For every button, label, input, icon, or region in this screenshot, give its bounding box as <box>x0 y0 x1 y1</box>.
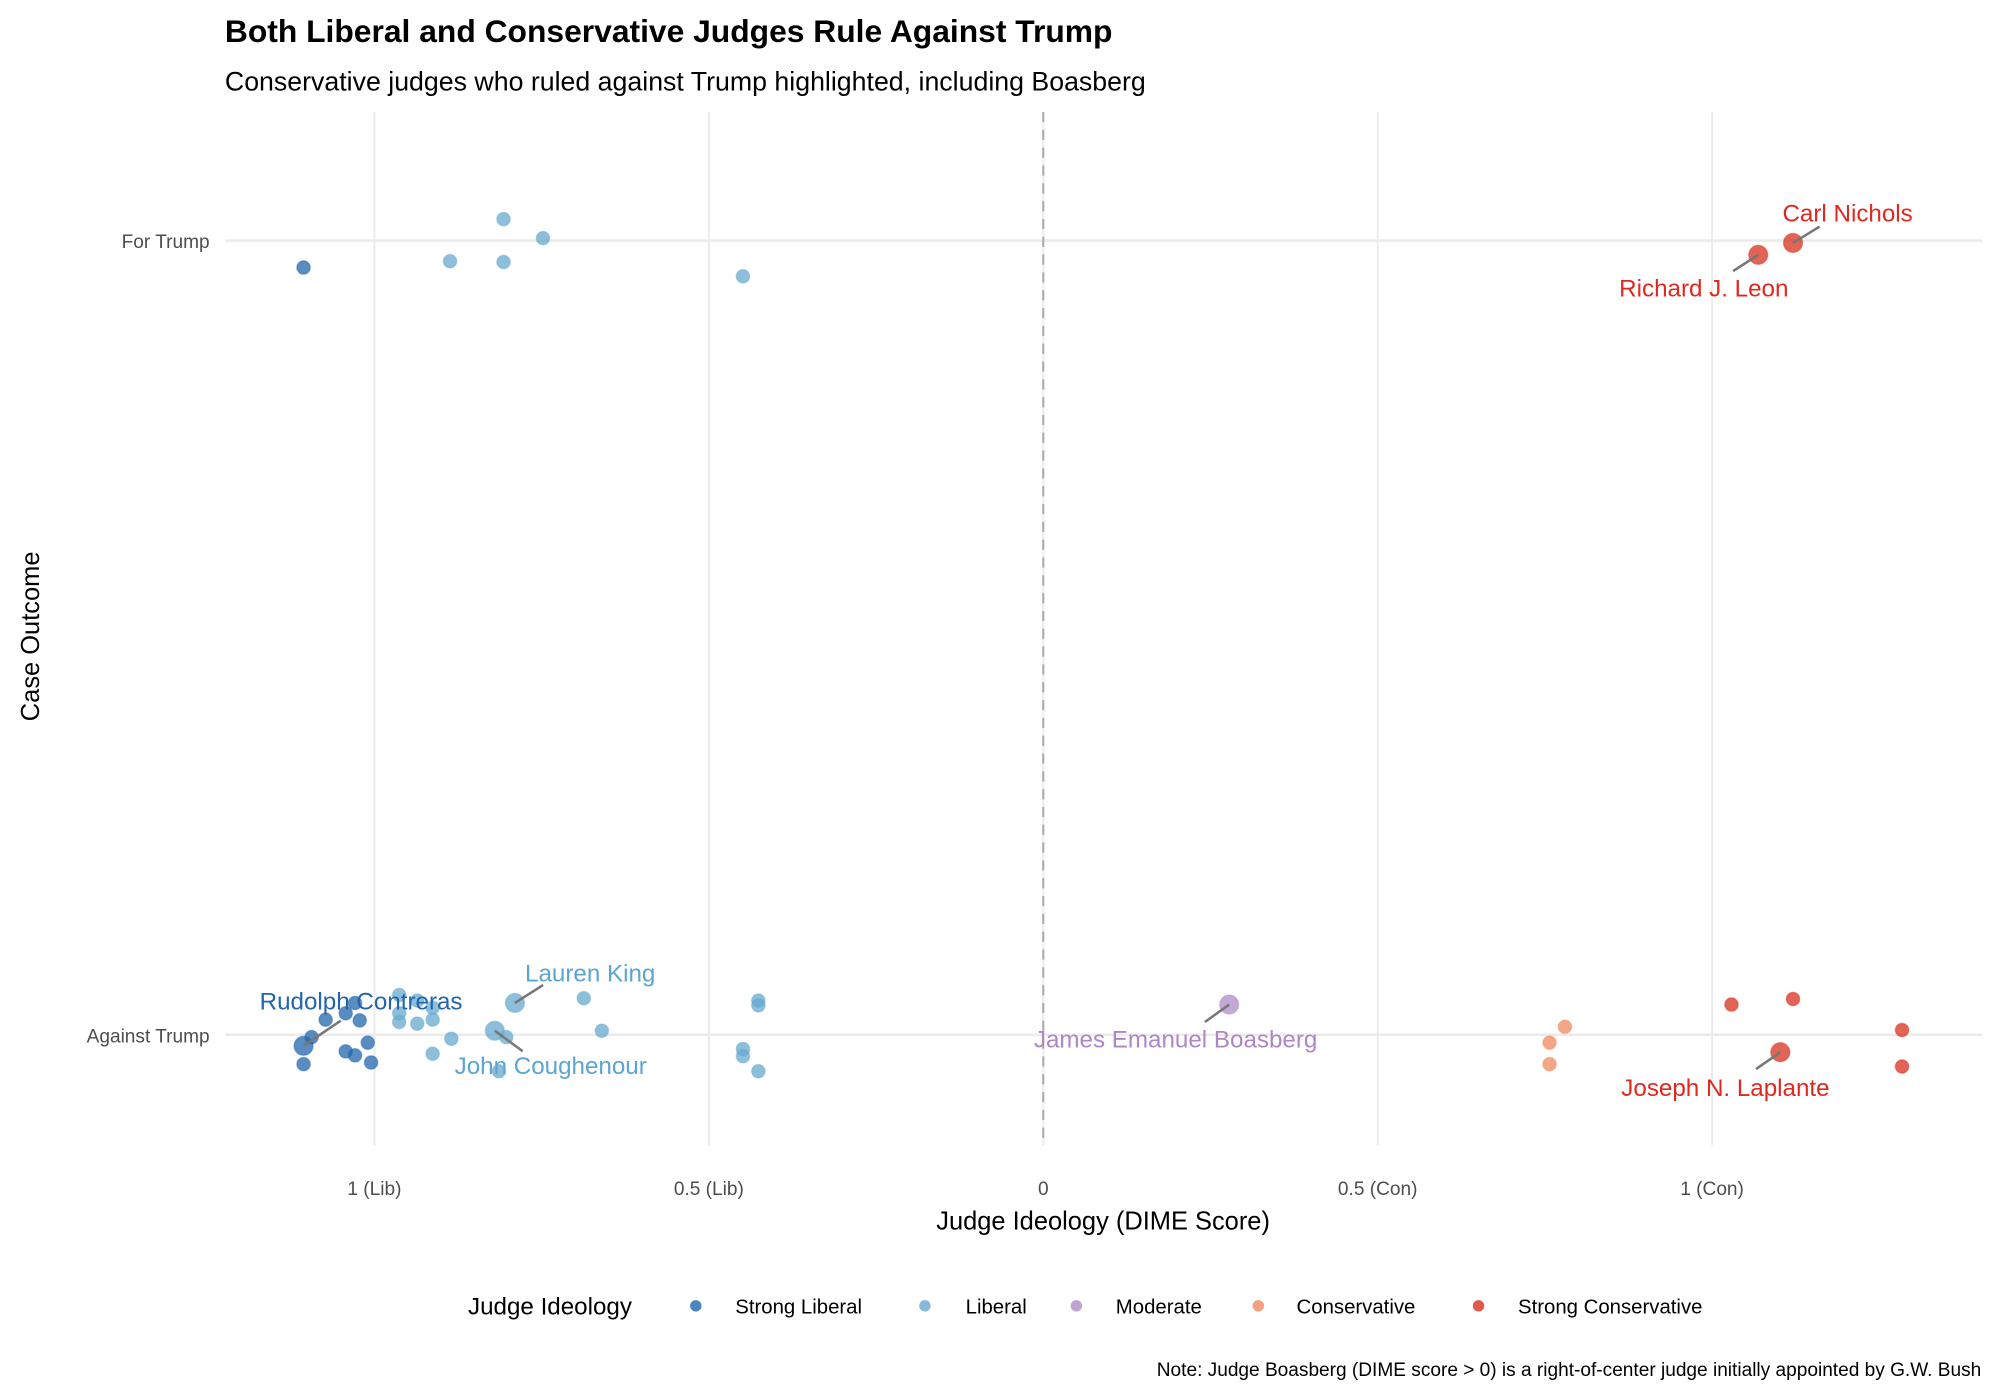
data-point <box>1785 991 1801 1007</box>
data-point <box>496 211 511 227</box>
data-point <box>576 990 592 1006</box>
data-point <box>496 254 511 270</box>
data-point <box>409 1016 425 1031</box>
data-point <box>360 1035 376 1051</box>
legend-label: Strong Liberal <box>735 1296 862 1318</box>
data-point <box>491 1063 507 1079</box>
data-point <box>1557 1019 1573 1035</box>
legend-label: Liberal <box>966 1296 1027 1318</box>
legend: Judge Ideology Strong Liberal Liberal Mode… <box>468 1294 1702 1321</box>
data-point <box>1542 1056 1557 1072</box>
data-point <box>296 1056 311 1072</box>
data-point <box>363 1055 379 1070</box>
x-tick-label: 1 (Con) <box>1680 1179 1744 1200</box>
grid <box>224 112 1983 1146</box>
point-label: John Coughenour <box>455 1053 647 1080</box>
label-leader-line <box>1732 253 1759 273</box>
point-label: Joseph N. Laplante <box>1621 1075 1829 1102</box>
y-tick-label: For Trump <box>122 232 210 253</box>
label-leader-line <box>1755 1051 1782 1071</box>
label-leader-line <box>494 1029 524 1053</box>
label-leader-line <box>514 984 544 1005</box>
point-label: Lauren King <box>525 960 655 987</box>
data-point <box>750 997 766 1013</box>
legend-key-strong-liberal <box>690 1300 702 1312</box>
data-point <box>318 1012 334 1028</box>
label-leader-line <box>1792 225 1821 245</box>
data-point <box>594 1023 610 1039</box>
legend-label: Conservative <box>1297 1296 1416 1318</box>
data-point <box>1894 1022 1910 1038</box>
point-label: Carl Nichols <box>1782 200 1912 227</box>
data-point <box>750 1063 766 1079</box>
label-leader-line <box>1204 1003 1230 1024</box>
data-point <box>425 1012 441 1028</box>
x-tick-label: 0.5 (Lib) <box>674 1179 744 1200</box>
data-point <box>1724 997 1739 1012</box>
data-point <box>352 1013 368 1028</box>
data-point <box>735 268 751 284</box>
legend-key-moderate <box>1070 1300 1083 1312</box>
legend-title: Judge Ideology <box>468 1294 633 1321</box>
data-points <box>293 211 1910 1079</box>
legend-key-strong-conservative <box>1472 1300 1485 1312</box>
point-label: Rudolph Contreras <box>260 988 463 1015</box>
data-point <box>409 993 425 1008</box>
legend-label: Strong Conservative <box>1518 1296 1702 1318</box>
data-point <box>391 1014 407 1030</box>
x-tick-label: 0 <box>1038 1179 1049 1200</box>
data-point <box>347 1047 363 1063</box>
y-tick-label: Against Trump <box>87 1026 210 1047</box>
x-tick-labels: 1 (Lib) 0.5 (Lib) 0 0.5 (Con) 1 (Con) <box>347 1179 1743 1200</box>
data-point <box>735 1048 751 1064</box>
y-axis-title: Case Outcome <box>17 552 45 722</box>
x-axis-title: Judge Ideology (DIME Score) <box>936 1207 1270 1235</box>
data-point <box>425 1046 441 1062</box>
data-point <box>1770 1042 1791 1063</box>
legend-key-liberal <box>919 1300 931 1312</box>
chart-note: Note: Judge Boasberg (DIME score > 0) is… <box>1157 1360 1981 1381</box>
data-point <box>338 1005 354 1021</box>
point-label: Richard J. Leon <box>1619 276 1788 303</box>
data-point <box>443 1031 459 1047</box>
x-tick-label: 0.5 (Con) <box>1338 1179 1418 1200</box>
chart-subtitle: Conservative judges who ruled against Tr… <box>225 66 1146 96</box>
y-tick-labels: Against Trump For Trump <box>87 232 210 1047</box>
data-point <box>1542 1035 1557 1051</box>
data-point <box>296 260 311 275</box>
data-point <box>1894 1059 1910 1074</box>
legend-key-conservative <box>1252 1300 1265 1312</box>
point-labels: Richard J. Leon Carl Nichols Rudolph Contr… <box>260 200 1913 1101</box>
chart-title: Both Liberal and Conservative Judges Rul… <box>225 13 1113 49</box>
label-leader-line <box>302 1019 342 1047</box>
legend-label: Moderate <box>1116 1296 1202 1318</box>
data-point <box>347 995 363 1011</box>
point-label: James Emanuel Boasberg <box>1034 1026 1318 1053</box>
data-point <box>391 987 407 1003</box>
data-point <box>442 253 458 269</box>
x-tick-label: 1 (Lib) <box>347 1179 401 1200</box>
data-point <box>535 230 551 246</box>
